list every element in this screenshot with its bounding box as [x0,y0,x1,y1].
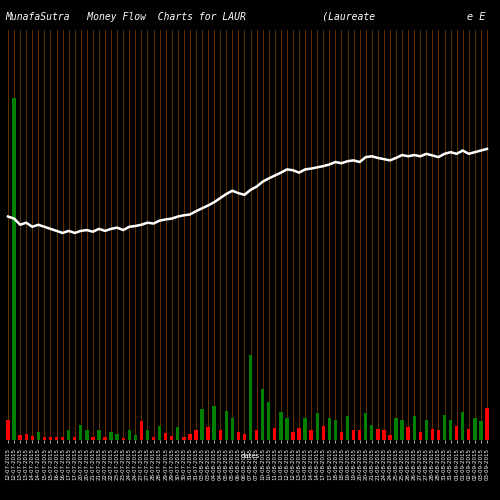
Bar [200,409,203,440]
Bar [449,420,452,440]
Bar [212,406,216,440]
Bar [388,435,392,440]
Bar [285,418,288,440]
Bar [279,412,282,440]
Bar [298,428,300,440]
Bar [104,436,106,440]
Bar [134,435,137,440]
Bar [328,418,331,440]
Bar [18,435,22,440]
Bar [486,408,488,440]
Bar [418,432,422,440]
Bar [358,430,362,440]
Bar [218,430,222,440]
Bar [55,438,58,440]
Bar [36,432,40,440]
Bar [236,432,240,440]
Bar [79,424,82,440]
Bar [122,438,125,440]
Bar [352,430,356,440]
Bar [461,412,464,440]
Bar [430,429,434,440]
Bar [194,430,198,440]
Bar [128,430,131,440]
Bar [146,430,149,440]
Bar [170,436,173,440]
Bar [67,430,70,440]
Bar [479,421,482,440]
Bar [182,437,186,440]
Bar [42,436,46,440]
Bar [24,434,28,440]
Bar [61,436,64,440]
Bar [49,437,52,440]
Bar [273,428,276,440]
Bar [437,430,440,440]
Bar [158,426,162,440]
Bar [370,424,374,440]
Text: MunafaSutra   Money Flow  Charts for LAUR             (Laureate: MunafaSutra Money Flow Charts for LAUR (… [5,12,375,22]
Bar [6,420,10,440]
Bar [424,420,428,440]
Bar [334,420,337,440]
Bar [406,427,410,440]
Bar [455,426,458,440]
Bar [292,432,294,440]
Bar [206,427,210,440]
Bar [473,418,476,440]
Bar [261,389,264,440]
Text: dates: dates [240,452,260,458]
Bar [346,416,349,440]
Bar [267,402,270,440]
Bar [188,434,192,440]
Bar [116,434,119,440]
Bar [412,416,416,440]
Bar [85,430,88,440]
Bar [91,436,94,440]
Bar [467,429,470,440]
Bar [249,354,252,440]
Bar [400,420,404,440]
Bar [255,430,258,440]
Bar [304,418,307,440]
Bar [382,430,386,440]
Bar [243,434,246,440]
Bar [73,438,76,440]
Bar [98,430,100,440]
Bar [152,437,155,440]
Bar [110,432,113,440]
Bar [176,427,180,440]
Bar [322,426,325,440]
Bar [30,436,34,440]
Bar [230,418,234,440]
Bar [443,416,446,440]
Bar [310,430,313,440]
Bar [12,98,16,440]
Bar [140,421,143,440]
Bar [340,432,343,440]
Bar [376,429,380,440]
Text: e  E: e E [466,12,485,22]
Bar [394,418,398,440]
Bar [364,412,368,440]
Bar [164,433,168,440]
Bar [316,412,319,440]
Bar [224,411,228,440]
